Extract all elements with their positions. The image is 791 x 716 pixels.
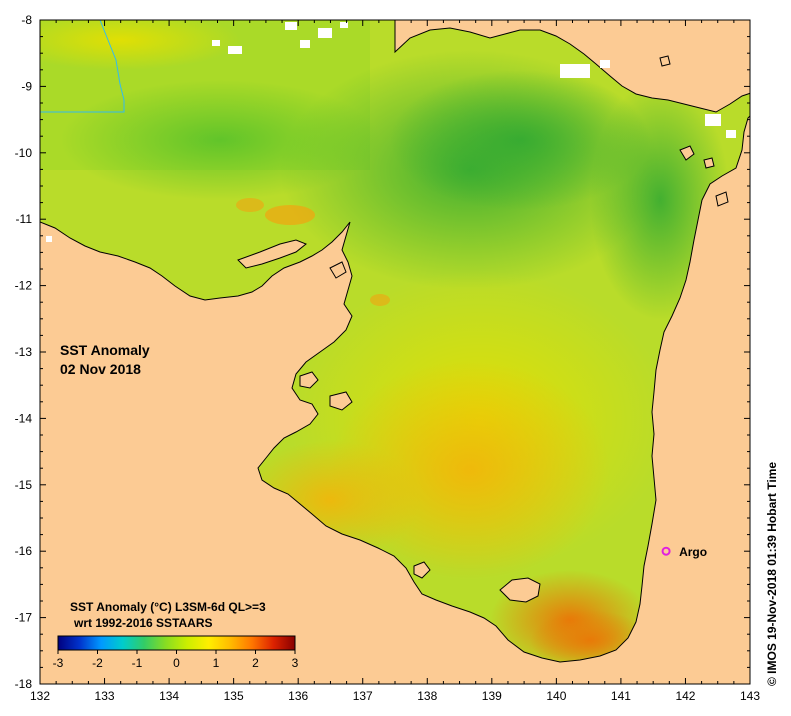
lat-tick-label: -18 [15,677,33,691]
lon-tick-label: 135 [224,689,244,703]
credit-text: © IMOS 19-Nov-2018 01:39 Hobart Time [765,461,779,686]
colorbar-tick-label: 3 [292,656,299,670]
land-masses [40,20,750,684]
colorbar-subtitle: wrt 1992-2016 SSTAARS [73,616,213,630]
map-date: 02 Nov 2018 [60,361,141,377]
lon-tick-label: 137 [353,689,373,703]
arnhem-land [40,115,750,684]
lon-tick-label: 143 [740,689,760,703]
river-line [40,20,125,113]
colorbar-gradient [57,635,296,651]
lat-tick-label: -16 [15,544,33,558]
lat-tick-label: -10 [15,146,33,160]
new-guinea [394,20,750,113]
island-south [499,577,541,603]
lat-tick-label: -13 [15,345,33,359]
latitude-axis: -8-9-10-11-12-13-14-15-16-17-18 [15,13,750,691]
colorbar-title: SST Anomaly (°C) L3SM-6d QL>=3 [70,600,266,614]
lon-tick-label: 134 [159,689,179,703]
colorbar-tick-label: 1 [213,656,220,670]
colorbar-ticks: -3 -2 -1 0 1 2 3 [53,650,299,670]
colorbar-tick-label: 0 [173,656,180,670]
lat-tick-label: -11 [16,212,33,226]
colorbar-tick-label: -2 [92,656,103,670]
colorbar-tick-label: -3 [53,656,64,670]
lat-tick-label: -17 [15,611,33,625]
lon-tick-label: 132 [30,689,50,703]
lon-tick-label: 140 [546,689,566,703]
lon-tick-label: 138 [417,689,437,703]
colorbar [57,635,296,651]
lon-tick-label: 141 [611,689,631,703]
no-data-patches [46,22,736,242]
map-title: SST Anomaly [60,342,150,358]
argo-float-icon[interactable] [661,546,671,556]
colorbar-tick-label: -1 [132,656,143,670]
lat-tick-label: -12 [15,279,33,293]
lat-tick-label: -15 [15,478,33,492]
lat-tick-label: -9 [21,79,32,93]
plot-area [40,20,750,684]
lon-tick-label: 139 [482,689,502,703]
colorbar-tick-label: 2 [252,656,259,670]
lon-tick-label: 142 [675,689,695,703]
lon-tick-label: 136 [288,689,308,703]
argo-marker[interactable]: Argo [661,545,708,559]
longitude-axis: 132 133 134 135 136 137 138 139 140 141 142 143 [30,20,760,703]
lon-tick-label: 133 [95,689,115,703]
argo-label: Argo [679,545,707,559]
lat-tick-label: -8 [21,13,32,27]
lat-tick-label: -14 [15,411,33,425]
